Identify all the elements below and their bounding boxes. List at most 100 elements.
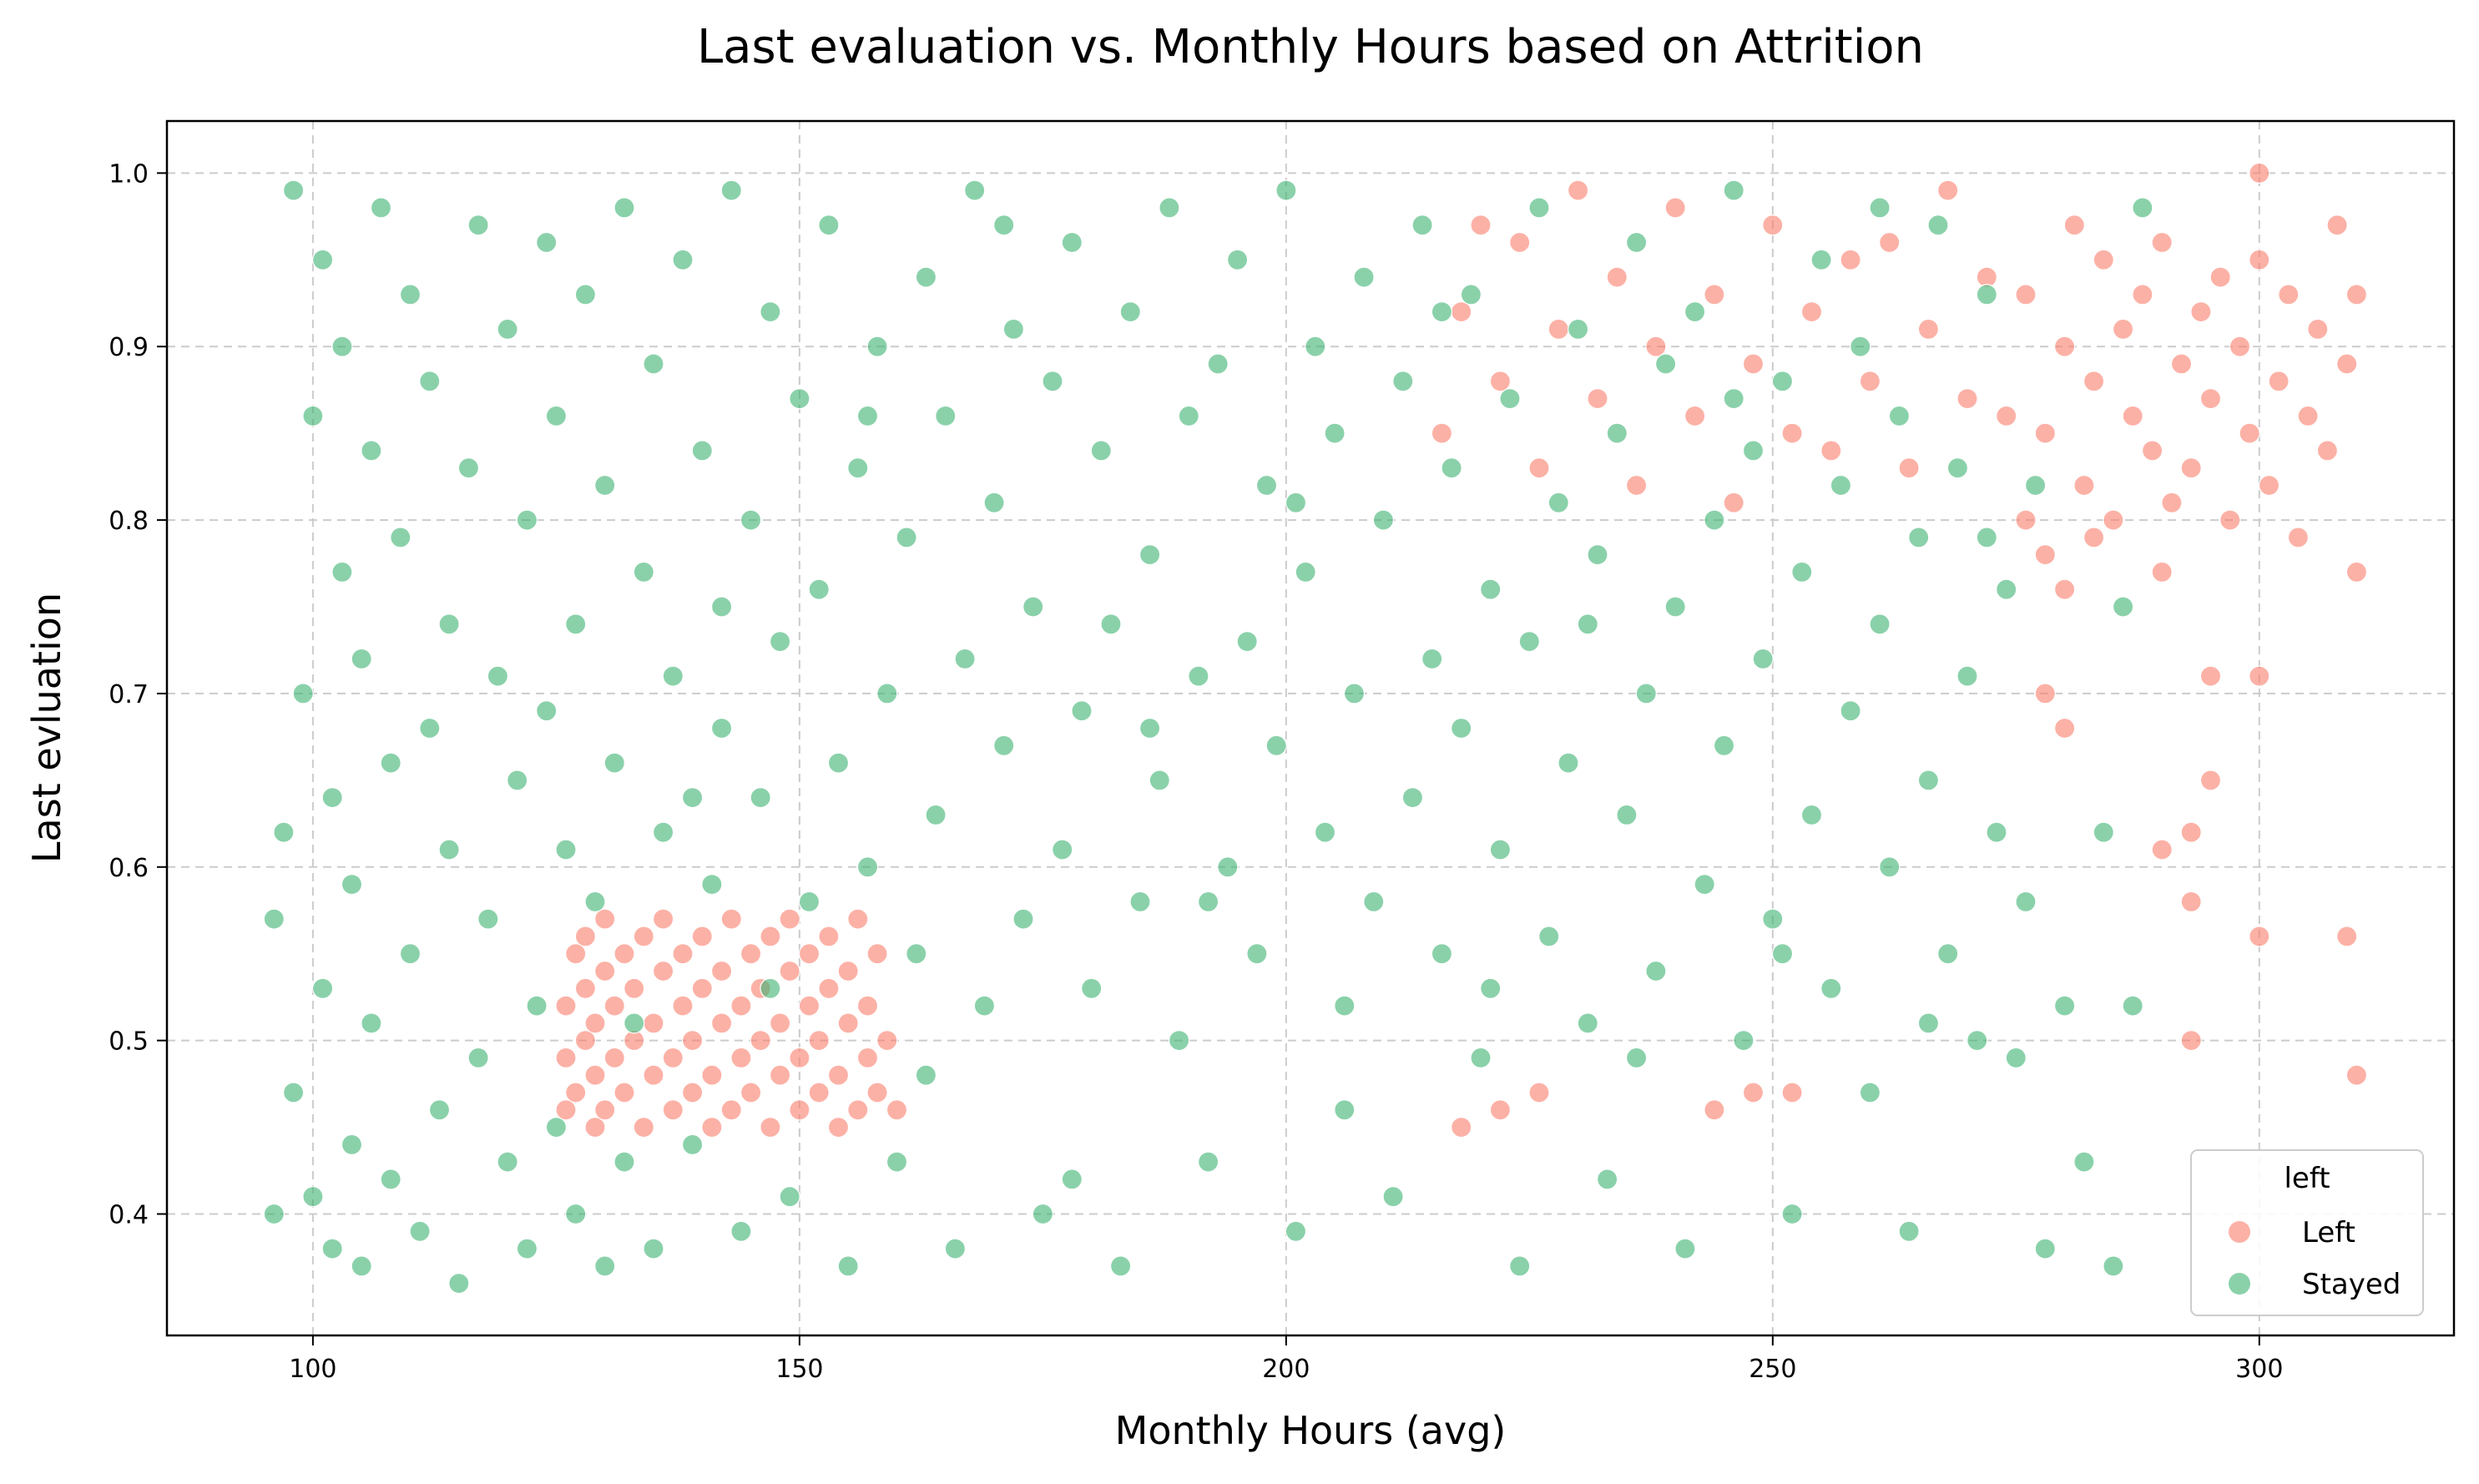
data-point-stayed — [1596, 1169, 1618, 1190]
data-point-stayed — [1927, 215, 1949, 236]
data-point-stayed — [1888, 405, 1910, 427]
data-point-stayed — [1197, 1151, 1219, 1173]
data-point-left — [2209, 266, 2231, 288]
data-point-stayed — [1684, 301, 1706, 323]
data-point-stayed — [1421, 648, 1443, 670]
data-point-stayed — [1664, 596, 1686, 618]
data-point-stayed — [701, 873, 723, 896]
legend-label-stayed: Stayed — [2302, 1268, 2401, 1301]
data-point-stayed — [633, 561, 654, 583]
data-point-left — [740, 1082, 762, 1103]
data-point-left — [760, 1116, 781, 1138]
data-point-left — [633, 1116, 654, 1138]
data-point-stayed — [380, 752, 401, 774]
y-tick-label: 0.6 — [109, 854, 149, 883]
data-point-left — [2199, 770, 2222, 791]
data-point-left — [584, 1116, 606, 1138]
data-point-stayed — [1518, 630, 1540, 653]
data-point-stayed — [789, 388, 810, 410]
x-axis-label: Monthly Hours (avg) — [1115, 1408, 1507, 1453]
data-point-stayed — [594, 1255, 616, 1277]
data-point-left — [565, 1082, 587, 1103]
data-point-stayed — [1917, 1012, 1939, 1034]
data-point-left — [1781, 422, 1803, 444]
data-point-left — [594, 908, 616, 930]
data-point-stayed — [1188, 665, 1209, 687]
data-point-stayed — [2034, 1238, 2056, 1259]
y-tick-label: 0.7 — [109, 680, 149, 709]
data-point-left — [2103, 509, 2124, 531]
data-point-stayed — [1372, 509, 1395, 531]
data-point-stayed — [760, 301, 781, 323]
data-point-left — [2151, 561, 2173, 583]
data-point-stayed — [1236, 630, 1258, 653]
data-point-left — [2083, 371, 2105, 392]
data-point-stayed — [1441, 457, 1462, 479]
y-tick-label: 0.5 — [109, 1027, 149, 1057]
data-point-stayed — [808, 578, 830, 600]
data-point-left — [603, 995, 625, 1017]
data-point-left — [2063, 215, 2085, 236]
data-point-stayed — [302, 405, 324, 427]
data-point-left — [876, 1029, 898, 1052]
data-point-stayed — [361, 440, 382, 462]
data-point-stayed — [2093, 821, 2114, 843]
data-point-left — [827, 1064, 850, 1086]
data-point-stayed — [1071, 700, 1093, 722]
data-point-stayed — [896, 527, 917, 548]
data-point-left — [2180, 821, 2202, 843]
data-point-left — [2345, 561, 2367, 583]
data-point-stayed — [555, 839, 577, 861]
data-point-stayed — [1674, 1238, 1696, 1259]
data-point-left — [2278, 284, 2300, 305]
data-point-left — [681, 1029, 704, 1052]
data-point-stayed — [1528, 197, 1550, 219]
data-point-stayed — [1061, 231, 1083, 254]
data-point-stayed — [1976, 284, 1997, 305]
data-point-left — [886, 1099, 908, 1121]
data-point-left — [1587, 388, 1608, 410]
data-point-stayed — [1090, 440, 1112, 462]
data-point-stayed — [1771, 371, 1794, 392]
data-point-left — [2034, 422, 2056, 444]
data-point-left — [760, 926, 781, 947]
data-point-stayed — [1625, 1047, 1648, 1069]
data-point-stayed — [565, 1203, 587, 1225]
data-point-stayed — [1139, 717, 1161, 739]
data-point-stayed — [1363, 891, 1385, 913]
data-point-stayed — [1616, 804, 1638, 826]
data-point-left — [594, 1099, 616, 1121]
data-point-left — [2345, 1064, 2367, 1086]
data-point-stayed — [973, 995, 996, 1017]
data-point-stayed — [730, 1220, 752, 1242]
data-point-stayed — [1207, 353, 1229, 375]
data-point-left — [613, 1082, 635, 1103]
data-point-stayed — [457, 457, 480, 479]
data-point-stayed — [1129, 891, 1151, 913]
data-point-stayed — [760, 977, 781, 999]
data-point-left — [2249, 926, 2270, 947]
data-point-stayed — [1879, 856, 1901, 878]
data-point-stayed — [1704, 509, 1725, 531]
data-point-stayed — [1967, 1029, 1988, 1052]
data-point-left — [594, 960, 616, 982]
data-point-left — [574, 1029, 597, 1052]
data-point-stayed — [710, 717, 733, 739]
data-point-stayed — [594, 474, 616, 497]
data-point-left — [1451, 1116, 1472, 1138]
data-point-left — [2190, 301, 2212, 323]
data-point-left — [624, 977, 645, 999]
data-point-left — [1996, 405, 2017, 427]
data-point-stayed — [302, 1186, 324, 1208]
data-point-stayed — [2122, 995, 2143, 1017]
data-point-stayed — [1489, 839, 1512, 861]
data-point-left — [1489, 371, 1512, 392]
data-point-stayed — [710, 596, 733, 618]
data-point-stayed — [1840, 700, 1861, 722]
data-point-stayed — [283, 1082, 305, 1103]
data-point-stayed — [964, 179, 986, 201]
data-point-left — [2239, 422, 2260, 444]
data-point-stayed — [1654, 353, 1677, 375]
data-point-stayed — [390, 527, 411, 548]
data-point-stayed — [1733, 1029, 1754, 1052]
